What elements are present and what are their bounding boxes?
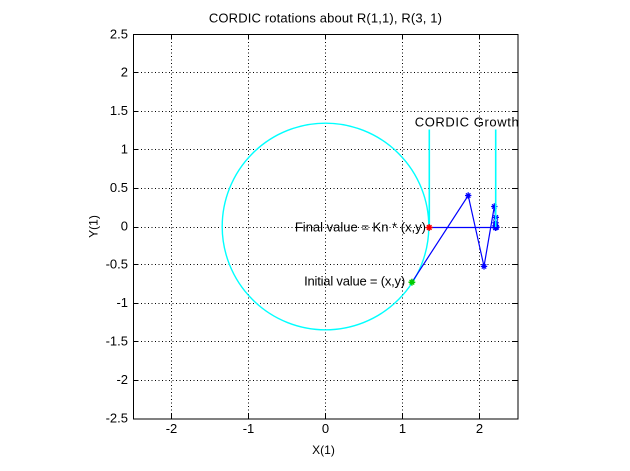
svg-text:Initial value = (x,y): Initial value = (x,y) bbox=[304, 273, 405, 288]
svg-text:-2: -2 bbox=[166, 421, 178, 436]
svg-text:1: 1 bbox=[399, 421, 406, 436]
svg-text:-2: -2 bbox=[116, 372, 128, 387]
svg-text:-1: -1 bbox=[243, 421, 255, 436]
svg-text:2: 2 bbox=[121, 65, 128, 80]
svg-text:-1.5: -1.5 bbox=[106, 334, 128, 349]
svg-text:Y(1): Y(1) bbox=[87, 215, 101, 238]
svg-text:X(1): X(1) bbox=[312, 443, 335, 457]
svg-text:0: 0 bbox=[322, 421, 329, 436]
svg-text:2.5: 2.5 bbox=[110, 26, 128, 41]
svg-text:0.5: 0.5 bbox=[110, 180, 128, 195]
svg-text:0: 0 bbox=[121, 218, 128, 233]
svg-text:CORDIC rotations about R(1,1),: CORDIC rotations about R(1,1), R(3, 1) bbox=[209, 11, 442, 26]
svg-text:2: 2 bbox=[476, 421, 483, 436]
svg-text:1.5: 1.5 bbox=[110, 103, 128, 118]
svg-text:-2.5: -2.5 bbox=[106, 410, 128, 425]
svg-text:1: 1 bbox=[121, 142, 128, 157]
svg-text:-0.5: -0.5 bbox=[106, 257, 128, 272]
svg-text:CORDIC Growth: CORDIC Growth bbox=[415, 115, 520, 130]
svg-text:-1: -1 bbox=[116, 295, 128, 310]
svg-text:Final value = Kn * (x,y): Final value = Kn * (x,y) bbox=[295, 219, 426, 234]
